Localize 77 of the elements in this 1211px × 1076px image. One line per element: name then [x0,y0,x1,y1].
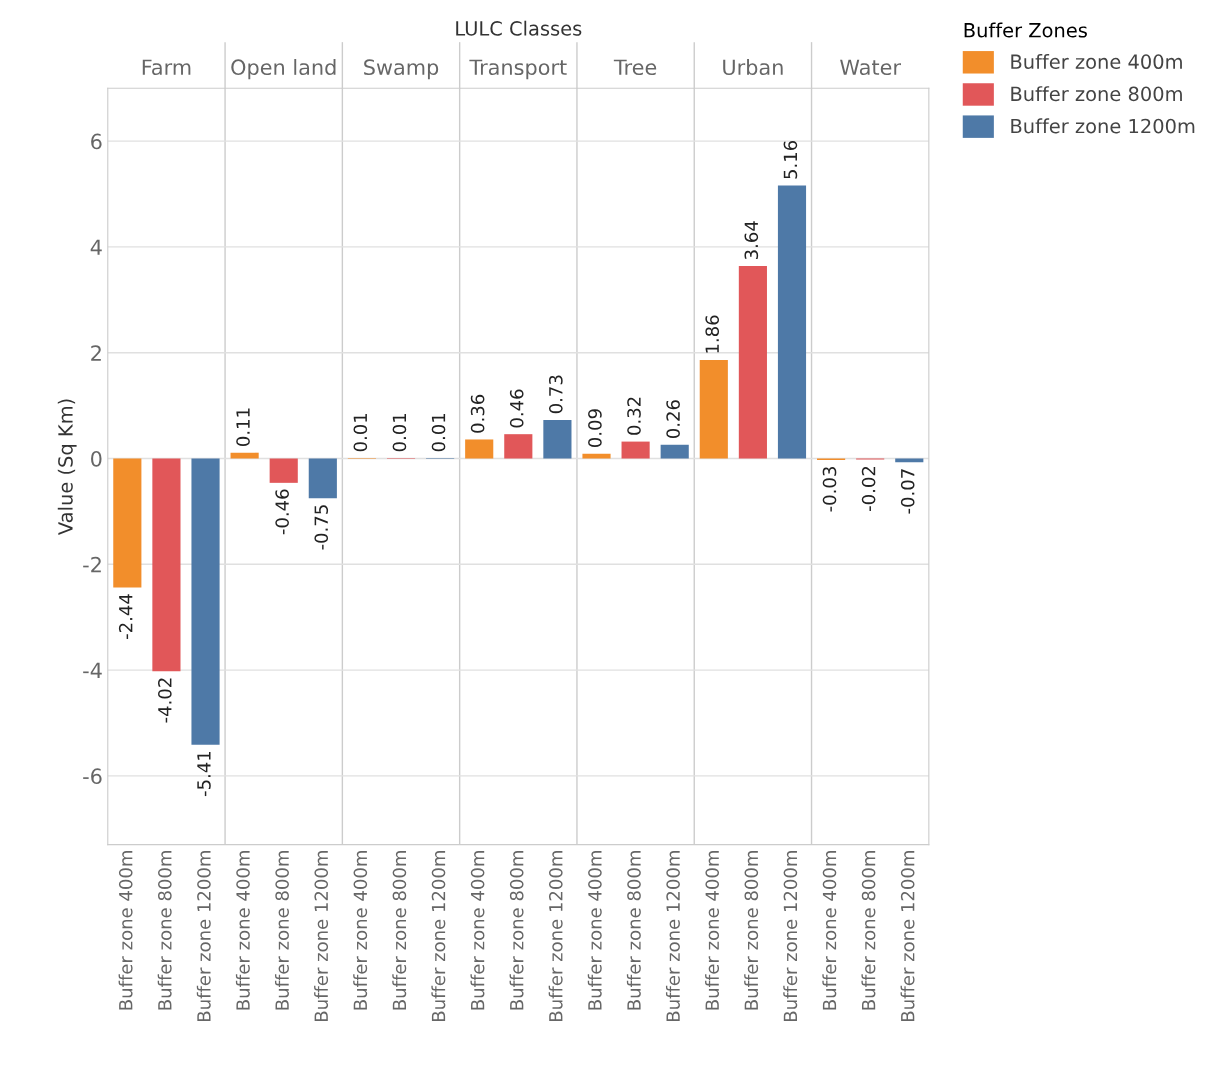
data-label: 0.09 [588,409,602,447]
data-label: -0.03 [822,467,837,512]
bar [777,185,807,459]
data-label: 0.01 [392,413,407,452]
x-tick-label: Buffer zone 1200m [431,851,446,1021]
text: Open land [231,58,336,80]
bar [465,439,494,459]
text: Water [840,59,901,76]
x-tick-label: Buffer zone 400m [118,851,133,1010]
legend-title: Buffer Zones [964,22,1087,38]
y-tick-label: 0 [91,450,102,467]
bar [699,360,728,459]
x-tick-label: Buffer zone 1200m [665,851,680,1021]
x-tick-label: Buffer zone 800m [509,851,524,1010]
bar [738,265,767,459]
x-tick-label: Buffer zone 800m [626,851,641,1010]
bar [543,419,572,459]
data-label: 0.11 [236,408,250,446]
text: Tree [613,59,657,76]
x-tick-label: Buffer zone 1200m [783,851,798,1021]
data-label: -5.41 [197,751,211,797]
x-tick-label: Buffer zone 800m [157,851,172,1010]
x-tick-label: Buffer zone 400m [587,851,602,1010]
x-tick-label: Buffer zone 1200m [548,851,563,1021]
data-label: 0.01 [431,413,446,452]
legend-label: Buffer zone 400m [1011,53,1182,70]
legend-label: Buffer zone 800m [1011,86,1182,102]
data-label: 3.64 [744,221,759,260]
text: Swamp [364,59,439,80]
data-label: -0.07 [900,469,915,514]
data-label: 0.36 [470,394,485,433]
x-tick-label: Buffer zone 1200m [900,851,915,1021]
bar [269,458,298,483]
y-tick-label: -6 [83,768,102,785]
x-tick-label: Buffer zone 800m [392,851,407,1010]
bar [308,458,337,499]
data-label: 0.46 [509,389,524,428]
y-tick-label: 6 [91,133,102,150]
bar [621,441,650,459]
y-tick-label: 2 [91,345,101,361]
data-label: -0.02 [861,466,876,511]
bar [191,458,220,745]
data-label: 0.73 [548,375,563,414]
text: LULC Classes [456,20,582,36]
x-tick-label: Buffer zone 400m [235,851,250,1010]
bar [660,444,689,459]
x-tick-label: Buffer zone 800m [274,851,289,1010]
y-axis-title: Value (Sq Km) [57,399,77,535]
bar [504,434,533,459]
x-tick-label: Buffer zone 400m [705,851,720,1010]
data-label: -0.46 [275,489,289,535]
x-tick-label: Buffer zone 400m [353,851,368,1010]
bar [113,458,142,588]
x-tick-label: Buffer zone 800m [861,851,876,1010]
data-label: -0.75 [314,505,329,550]
bar [582,453,611,459]
bar [152,458,181,672]
y-tick-label: 4 [90,239,102,255]
data-label: 0.01 [353,413,368,452]
x-tick-label: Buffer zone 400m [470,851,485,1010]
text: Farm [142,59,191,76]
data-label: 0.26 [666,400,680,439]
data-label: 5.16 [783,140,798,179]
y-tick-label: -4 [83,662,102,679]
x-tick-label: Buffer zone 400m [822,851,837,1010]
bar [230,452,259,459]
text: Transport [469,59,567,80]
legend-label: Buffer zone 1200m [1011,118,1195,134]
text: Urban [723,58,783,76]
x-tick-label: Buffer zone 800m [744,851,759,1010]
data-label: -2.44 [118,594,133,639]
data-label: -4.02 [158,678,172,723]
x-tick-label: Buffer zone 1200m [196,851,211,1021]
y-tick-label: -2 [83,556,101,573]
data-label: 1.86 [705,315,720,353]
x-tick-label: Buffer zone 1200m [314,851,329,1021]
data-label: 0.32 [627,397,641,435]
